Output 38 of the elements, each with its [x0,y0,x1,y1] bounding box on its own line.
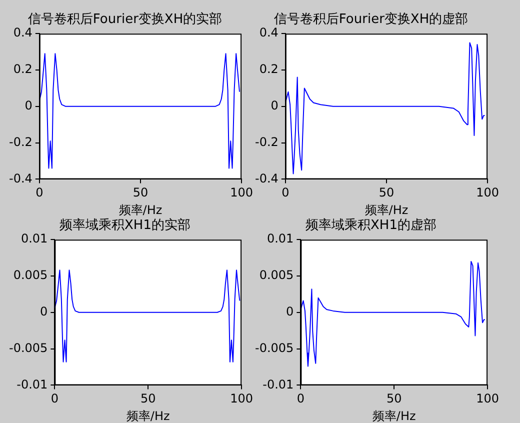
y-tick-label: 0.4 [259,26,278,40]
x-tick-label: 50 [132,186,148,200]
chart-title: 信号卷积后Fourier变换XH的实部 [28,12,222,28]
x-axis-title: 频率/Hz [372,408,416,423]
x-axis-title: 频率/Hz [118,202,162,217]
y-tick-label: 0.4 [13,26,32,40]
y-tick-label: 0 [270,98,278,113]
y-tick-label: 0.2 [13,62,32,76]
y-tick-label: 0.005 [13,268,48,282]
x-tick-label: 0 [296,392,305,406]
y-tick-label: 0.2 [259,62,278,76]
y-tick-label: -0.01 [16,377,48,392]
y-tick-label: 0.01 [266,232,294,246]
x-tick-label: 50 [140,392,156,406]
x-tick-label: 100 [230,186,253,200]
x-tick-label: 50 [386,392,402,406]
y-tick-label: -0.2 [8,134,32,149]
y-tick-label: 0 [286,304,294,319]
y-tick-label: 0.01 [20,232,48,246]
x-axis-title: 频率/Hz [126,408,170,423]
x-tick-label: 0 [50,392,59,406]
y-tick-label: -0.005 [254,340,294,355]
chart-title: 频率域乘积XH1的实部 [60,217,190,234]
y-tick-label: -0.4 [254,171,278,186]
chart-title: 信号卷积后Fourier变换XH的虚部 [274,12,468,28]
y-tick-label: -0.005 [8,340,48,355]
y-tick-label: 0 [40,304,48,319]
y-tick-label: -0.4 [8,171,32,186]
chart-title: 频率域乘积XH1的虚部 [306,217,436,234]
x-tick-label: 100 [476,392,499,406]
x-tick-label: 100 [230,392,253,406]
x-axis-title: 频率/Hz [364,202,408,217]
y-tick-label: -0.01 [262,377,294,392]
x-tick-label: 100 [476,186,499,200]
y-tick-label: 0.005 [259,268,294,282]
y-tick-label: 0 [24,98,32,113]
y-tick-label: -0.2 [254,134,278,149]
x-tick-label: 50 [378,186,394,200]
